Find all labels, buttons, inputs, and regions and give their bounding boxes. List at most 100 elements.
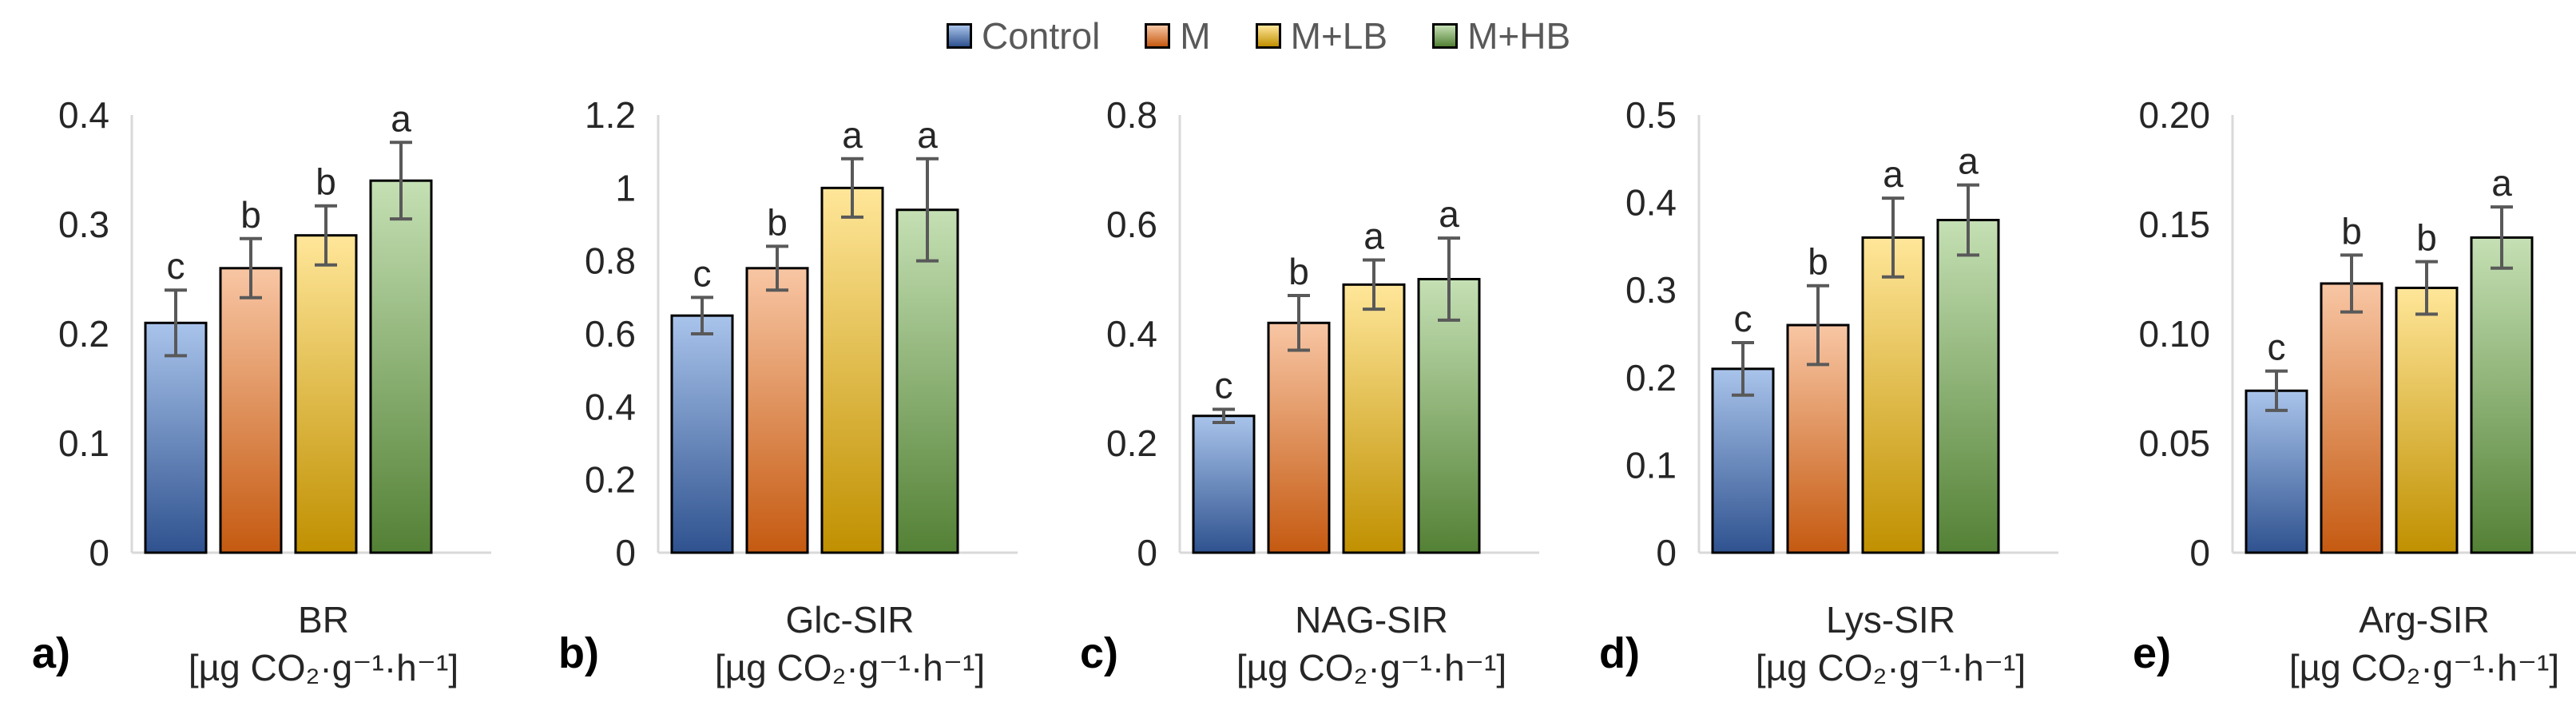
significance-letter: c	[1734, 298, 1752, 339]
y-tick-label: 0.6	[585, 313, 636, 355]
panel-letter: c)	[1080, 629, 1118, 677]
y-tick-label: 0.4	[1625, 182, 1677, 224]
chart-panel: 0 0.05 0.10 0.15 0.20 c b b a Arg-SIR [µg CO₂·g⁻¹·…	[2133, 94, 2576, 688]
y-tick-label: 0.15	[2138, 204, 2210, 245]
significance-letter: a	[917, 114, 938, 156]
bar	[2395, 286, 2459, 554]
y-tick-label: 0	[615, 532, 636, 573]
legend-swatch	[1145, 23, 1171, 49]
chart-panel: 0 0.1 0.2 0.3 0.4 0.5 c b a a Lys-SIR [µg CO₂·g⁻¹·h…	[1599, 94, 2058, 688]
y-tick-label: 0	[89, 532, 109, 573]
x-axis-label: Arg-SIR	[2359, 599, 2490, 641]
significance-letter: c	[167, 245, 185, 287]
unit-label: [µg CO₂·g⁻¹·h⁻¹]	[189, 647, 458, 688]
bar	[2470, 236, 2534, 554]
legend-label: M+HB	[1467, 15, 1571, 57]
y-tick-label: 0.1	[1625, 444, 1677, 486]
bar	[1267, 321, 1331, 554]
x-axis-label: Lys-SIR	[1826, 599, 1955, 641]
chart-panel: 0 0.2 0.4 0.6 0.8 1 1.2 c b a a Glc-SIR [µg CO₂·g⁻¹·…	[558, 94, 1018, 688]
significance-letter: b	[1288, 251, 1309, 292]
significance-letter: a	[1883, 153, 1903, 195]
significance-letter: b	[316, 161, 336, 203]
legend-label: M+LB	[1290, 15, 1388, 57]
significance-letter: c	[1215, 365, 1233, 407]
y-tick-label: 1.2	[585, 94, 636, 136]
bar	[144, 321, 208, 554]
x-axis-label: BR	[298, 599, 349, 641]
y-tick-label: 0	[2189, 532, 2210, 573]
y-tick-label: 0.6	[1106, 204, 1157, 245]
y-tick-label: 0.4	[1106, 313, 1157, 355]
y-tick-label: 0.3	[58, 204, 109, 245]
bar	[294, 234, 358, 554]
legend-swatch	[1255, 23, 1281, 49]
significance-letter: a	[2491, 162, 2512, 204]
y-tick-label: 0.20	[2138, 94, 2210, 136]
bar	[745, 267, 809, 554]
bar	[1417, 278, 1481, 554]
bar	[1342, 283, 1406, 554]
bar	[2245, 389, 2308, 554]
panel-letter: d)	[1599, 629, 1640, 677]
x-axis-label: Glc-SIR	[786, 599, 915, 641]
legend-label: Control	[982, 15, 1101, 57]
y-tick-label: 0.4	[58, 94, 109, 136]
bar	[1936, 219, 2000, 554]
legend-item: M+HB	[1432, 14, 1570, 58]
significance-letter: b	[240, 194, 261, 236]
significance-letter: a	[1958, 141, 1979, 182]
legend-item: M	[1145, 14, 1211, 58]
y-tick-label: 0.1	[58, 422, 109, 464]
legend-swatch	[947, 23, 972, 49]
significance-letter: a	[391, 97, 411, 139]
unit-label: [µg CO₂·g⁻¹·h⁻¹]	[2289, 647, 2559, 688]
legend-item: M+LB	[1255, 14, 1388, 58]
bar	[219, 267, 283, 554]
bar	[670, 314, 734, 554]
y-tick-label: 0.2	[585, 459, 636, 501]
y-tick-label: 0.4	[585, 386, 636, 427]
y-tick-label: 0.2	[58, 313, 109, 355]
legend: Control M M+LB M+HB	[947, 6, 1570, 65]
unit-label: [µg CO₂·g⁻¹·h⁻¹]	[1236, 647, 1506, 688]
y-tick-label: 0.2	[1625, 357, 1677, 399]
y-tick-label: 0	[1656, 532, 1677, 573]
legend-label: M	[1180, 15, 1211, 57]
significance-letter: a	[842, 114, 863, 156]
y-tick-label: 0.2	[1106, 422, 1157, 464]
unit-label: [µg CO₂·g⁻¹·h⁻¹]	[715, 647, 985, 688]
significance-letter: a	[1363, 216, 1384, 257]
y-tick-label: 1	[615, 167, 636, 208]
significance-letter: c	[693, 252, 712, 294]
bar	[1861, 236, 1925, 554]
bar	[2320, 282, 2383, 554]
significance-letter: b	[2416, 217, 2437, 259]
unit-label: [µg CO₂·g⁻¹·h⁻¹]	[1756, 647, 2026, 688]
chart-panel: 0 0.1 0.2 0.3 0.4 c b b a BR [µg CO₂·g⁻¹·h⁻¹] a)	[32, 94, 491, 688]
significance-letter: a	[1439, 193, 1459, 235]
bar	[1711, 367, 1775, 554]
chart-panel: 0 0.2 0.4 0.6 0.8 c b a a NAG-SIR [µg CO₂·g⁻¹·h⁻¹]…	[1080, 94, 1539, 688]
y-tick-label: 0.3	[1625, 269, 1677, 311]
y-tick-label: 0.05	[2138, 422, 2210, 464]
bar	[1192, 415, 1256, 554]
panel-letter: b)	[558, 629, 599, 677]
x-axis-label: NAG-SIR	[1295, 599, 1448, 641]
y-tick-label: 0.8	[1106, 94, 1157, 136]
bar	[895, 208, 959, 554]
significance-letter: b	[1808, 241, 1828, 283]
panel-letter: a)	[32, 629, 70, 677]
legend-swatch	[1432, 23, 1459, 49]
significance-letter: b	[2341, 210, 2362, 252]
y-tick-label: 0	[1137, 532, 1157, 573]
bar	[369, 179, 433, 554]
panel-letter: e)	[2133, 629, 2171, 677]
y-tick-label: 0.8	[585, 240, 636, 282]
bar	[820, 186, 884, 554]
y-tick-label: 0.5	[1625, 94, 1677, 136]
significance-letter: b	[767, 201, 788, 243]
legend-item: Control	[947, 14, 1100, 58]
y-tick-label: 0.10	[2138, 313, 2210, 355]
